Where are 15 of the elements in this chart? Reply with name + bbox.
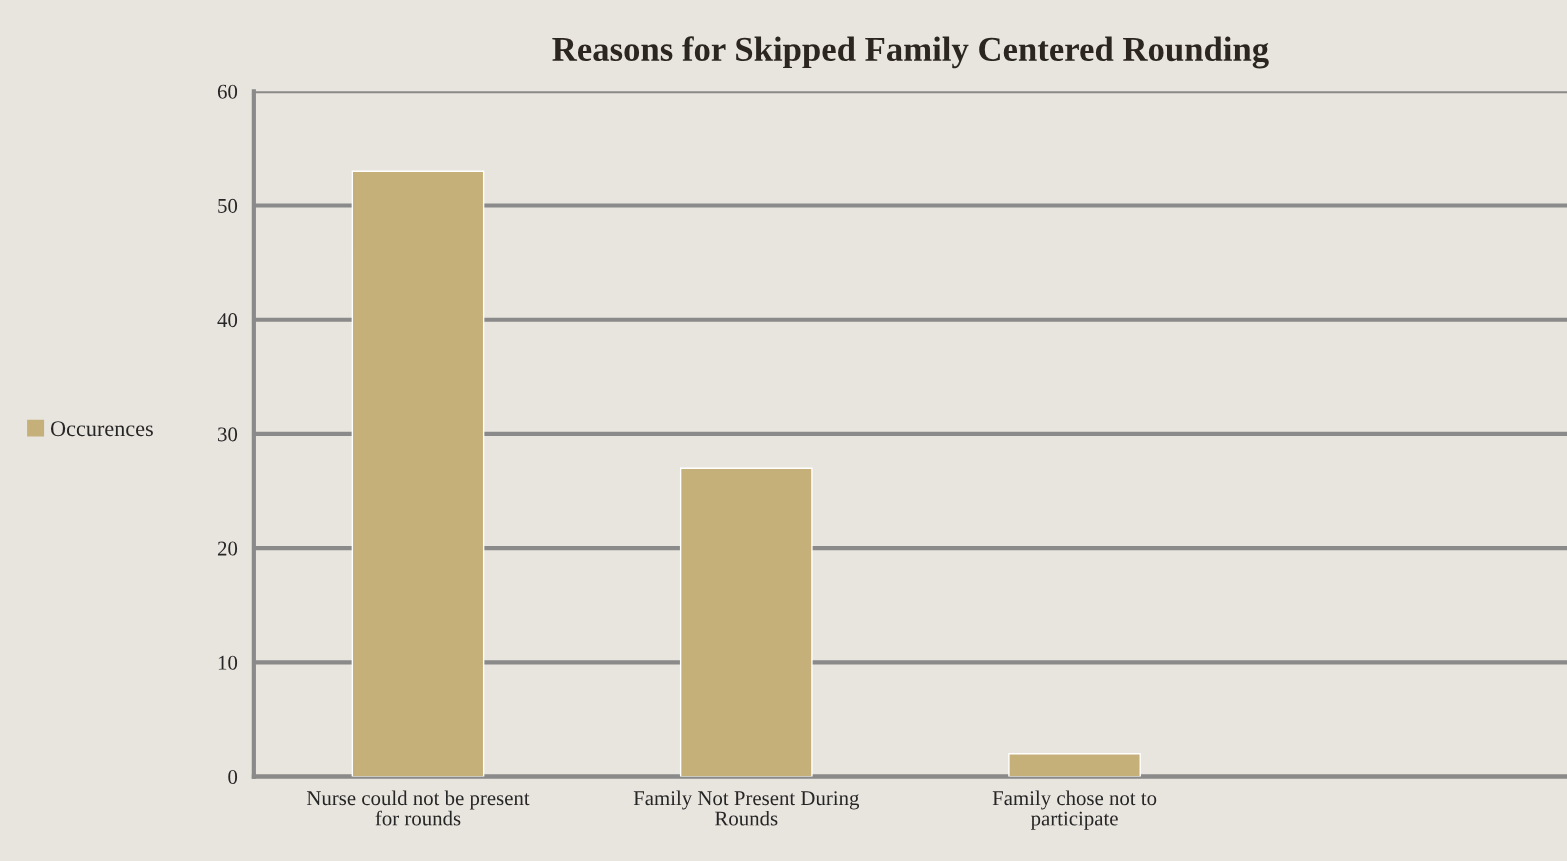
bar: [1008, 753, 1141, 777]
legend-label: Occurences: [50, 421, 153, 437]
y-tick-label: 50: [218, 198, 238, 213]
y-tick-label: 60: [217, 84, 238, 99]
bar: [351, 170, 485, 777]
x-tick-label: Nurse could not be present for rounds: [306, 790, 530, 826]
y-tick-label: 40: [217, 313, 238, 328]
y-tick-label: 30: [218, 427, 238, 442]
y-tick-label: 0: [228, 770, 238, 785]
x-tick-label: Family chose not to participate: [992, 790, 1157, 830]
x-tick-label: Family Not Present During Rounds: [633, 790, 860, 826]
y-tick-label: 10: [218, 655, 238, 670]
chart-title: Reasons for Skipped Family Centered Rounding: [552, 36, 1269, 69]
bar: [679, 467, 813, 777]
y-tick-label: 20: [217, 541, 238, 556]
